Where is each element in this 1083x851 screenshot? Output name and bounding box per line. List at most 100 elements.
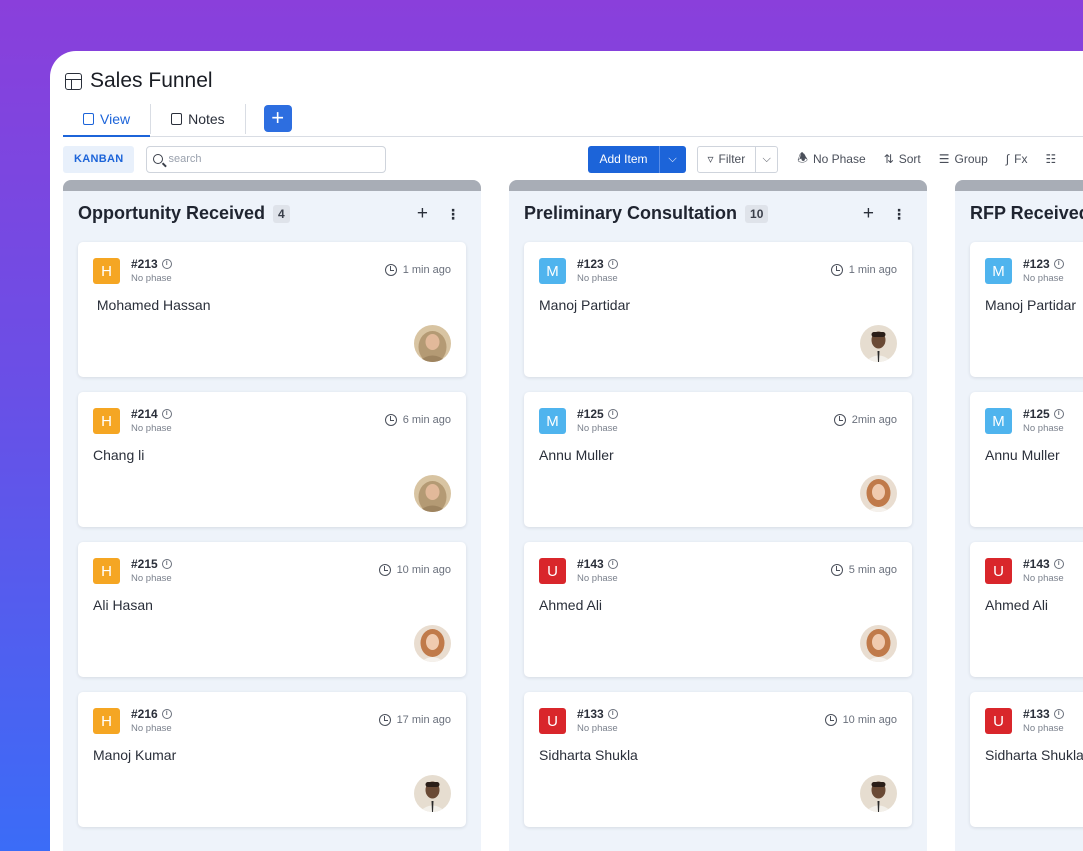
- column-title: Opportunity Received: [78, 203, 266, 223]
- hierarchy-button[interactable]: ☷: [1046, 152, 1057, 166]
- card-initial-badge: H: [93, 258, 120, 284]
- column-title: Preliminary Consultation: [524, 203, 738, 223]
- info-icon[interactable]: i: [607, 409, 618, 419]
- avatar[interactable]: [860, 325, 897, 362]
- tab-notes[interactable]: Notes: [151, 102, 245, 136]
- card-initial-badge: U: [539, 558, 566, 584]
- info-icon[interactable]: i: [161, 709, 172, 719]
- sort-button[interactable]: ⇅ Sort: [884, 152, 921, 166]
- plus-icon[interactable]: +: [416, 202, 428, 224]
- info-icon[interactable]: i: [161, 259, 172, 269]
- add-tab-button[interactable]: +: [263, 105, 292, 132]
- filter-button[interactable]: ▿ Filter ⌵: [696, 145, 779, 173]
- kanban-card[interactable]: M #125 i No phase Annu Muller: [970, 392, 1083, 527]
- info-icon[interactable]: i: [1053, 259, 1064, 269]
- page-header: Sales Funnel: [65, 69, 213, 93]
- info-icon[interactable]: i: [607, 709, 618, 719]
- info-icon[interactable]: i: [1053, 709, 1064, 719]
- card-phase: No phase: [577, 423, 618, 434]
- info-icon[interactable]: i: [1053, 559, 1064, 569]
- card-time-label: 10 min ago: [842, 714, 897, 726]
- search-placeholder: search: [168, 153, 202, 165]
- card-ref-label: #143: [577, 557, 604, 571]
- card-contact-name: Ahmed Ali: [539, 597, 603, 613]
- kanban-card[interactable]: U #133 i No phase 10 min ago Sidharta Sh…: [524, 692, 912, 827]
- info-icon[interactable]: i: [161, 559, 172, 569]
- tab-notes-label: Notes: [188, 111, 225, 127]
- card-ref: #214 i: [131, 407, 172, 421]
- kanban-card[interactable]: U #143 i No phase Ahmed Ali: [970, 542, 1083, 677]
- plus-icon[interactable]: +: [862, 202, 874, 224]
- kanban-card[interactable]: M #123 i No phase Manoj Partidar: [970, 242, 1083, 377]
- more-vertical-icon[interactable]: ⋮: [446, 205, 460, 222]
- column-header: Opportunity Received 4 + ⋮: [63, 191, 481, 236]
- card-ref: #133 i: [577, 707, 618, 721]
- kanban-card[interactable]: H #215 i No phase 10 min ago Ali Hasan: [78, 542, 466, 677]
- card-initial-badge: M: [539, 258, 566, 284]
- kanban-column: RFP Received + ⋮ M #123 i No phase Manoj…: [955, 180, 1083, 851]
- kanban-card[interactable]: U #133 i No phase Sidharta Shukla: [970, 692, 1083, 827]
- chevron-down-icon[interactable]: ⌵: [762, 152, 771, 165]
- toolbar: KANBAN search Add Item ⌵ ▿ Filter ⌵ 🕭 No…: [63, 145, 1083, 173]
- tab-view[interactable]: View: [63, 102, 151, 137]
- avatar[interactable]: [414, 775, 451, 812]
- card-time: 1 min ago: [830, 264, 897, 276]
- phase-button[interactable]: 🕭 No Phase: [797, 149, 865, 170]
- card-initial-badge: U: [539, 708, 566, 734]
- card-time-label: 5 min ago: [848, 564, 897, 576]
- fx-button[interactable]: ∫ Fx: [1006, 152, 1028, 166]
- chevron-down-icon[interactable]: ⌵: [668, 152, 677, 165]
- group-button[interactable]: ☰ Group: [939, 152, 988, 166]
- info-icon[interactable]: i: [607, 259, 618, 269]
- card-time-label: 17 min ago: [396, 714, 451, 726]
- filter-label: Filter: [718, 152, 746, 166]
- avatar[interactable]: [860, 475, 897, 512]
- card-phase: No phase: [131, 723, 172, 734]
- info-icon[interactable]: i: [607, 559, 618, 569]
- card-contact-name: Ali Hasan: [93, 597, 153, 613]
- document-icon: [171, 113, 183, 125]
- info-icon[interactable]: i: [1053, 409, 1064, 419]
- layers-icon: ☰: [938, 152, 950, 166]
- avatar[interactable]: [860, 625, 897, 662]
- card-contact-name: Mohamed Hassan: [93, 297, 211, 313]
- card-contact-name: Sidharta Shukla: [985, 747, 1083, 763]
- function-icon: ∫: [1005, 152, 1010, 166]
- kanban-card[interactable]: U #143 i No phase 5 min ago Ahmed Ali: [524, 542, 912, 677]
- kanban-column: Preliminary Consultation 10 + ⋮ M #123 i…: [509, 180, 927, 851]
- card-ref: #143 i: [577, 557, 618, 571]
- tab-divider: [244, 104, 246, 134]
- card-phase: No phase: [577, 273, 618, 284]
- table-icon: [65, 72, 82, 90]
- kanban-card[interactable]: M #125 i No phase 2min ago Annu Muller: [524, 392, 912, 527]
- card-contact-name: Annu Muller: [539, 447, 614, 463]
- avatar[interactable]: [414, 325, 451, 362]
- card-time-label: 2min ago: [851, 414, 897, 426]
- card-ref: #216 i: [131, 707, 172, 721]
- card-contact-name: Manoj Kumar: [93, 747, 177, 763]
- clock-icon: [833, 414, 846, 426]
- kanban-card[interactable]: H #213 i No phase 1 min ago Mohamed Hass…: [78, 242, 466, 377]
- column-actions: + ⋮: [417, 203, 466, 225]
- card-phase: No phase: [131, 573, 172, 584]
- info-icon[interactable]: i: [161, 409, 172, 419]
- phase-label: No Phase: [812, 152, 866, 166]
- avatar[interactable]: [414, 625, 451, 662]
- card-phase: No phase: [131, 423, 172, 434]
- card-ref: #133 i: [1023, 707, 1064, 721]
- card-ref: #123 i: [1023, 257, 1064, 271]
- view-mode-button[interactable]: KANBAN: [63, 145, 135, 173]
- card-contact-name: Manoj Partidar: [539, 297, 631, 313]
- avatar[interactable]: [860, 775, 897, 812]
- search-input[interactable]: search: [146, 145, 387, 173]
- tab-divider: [150, 104, 152, 134]
- more-vertical-icon[interactable]: ⋮: [892, 205, 906, 222]
- avatar[interactable]: [414, 475, 451, 512]
- kanban-card[interactable]: M #123 i No phase 1 min ago Manoj Partid…: [524, 242, 912, 377]
- add-item-button[interactable]: Add Item ⌵: [588, 145, 686, 173]
- card-ref-label: #123: [577, 257, 604, 271]
- kanban-card[interactable]: H #214 i No phase 6 min ago Chang li: [78, 392, 466, 527]
- kanban-card[interactable]: H #216 i No phase 17 min ago Manoj Kumar: [78, 692, 466, 827]
- card-ref-label: #133: [577, 707, 604, 721]
- page-title: Sales Funnel: [90, 69, 213, 92]
